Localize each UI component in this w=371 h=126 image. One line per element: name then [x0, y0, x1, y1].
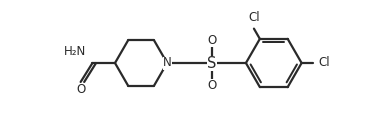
- Text: O: O: [207, 34, 217, 47]
- Text: O: O: [76, 83, 85, 96]
- Text: O: O: [207, 79, 217, 92]
- Text: N: N: [163, 56, 171, 70]
- Text: H₂N: H₂N: [64, 45, 86, 58]
- Text: S: S: [207, 55, 217, 71]
- Text: Cl: Cl: [248, 11, 260, 24]
- Text: Cl: Cl: [318, 56, 330, 70]
